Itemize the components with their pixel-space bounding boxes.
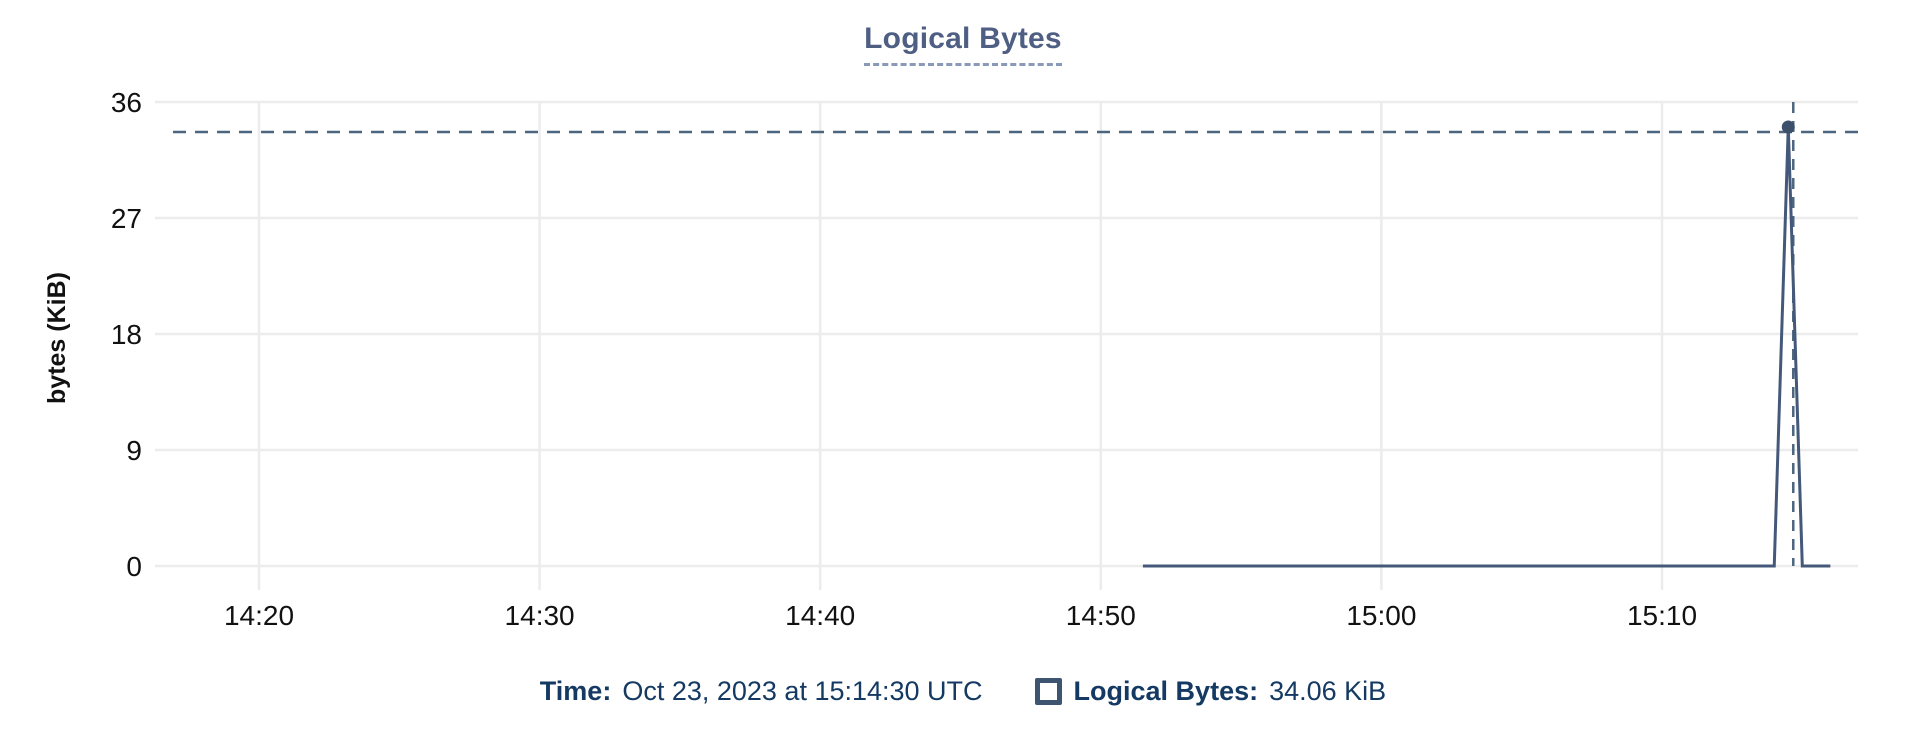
y-tick-label: 27 xyxy=(111,203,142,234)
time-readout: Time: Oct 23, 2023 at 15:14:30 UTC xyxy=(540,676,983,707)
series-line xyxy=(1142,126,1831,568)
series-readout: Logical Bytes: 34.06 KiB xyxy=(1034,676,1387,707)
series-value: 34.06 KiB xyxy=(1269,676,1387,706)
y-tick-label: 0 xyxy=(126,551,142,582)
y-tick-label: 36 xyxy=(111,87,142,118)
x-tick-label: 14:50 xyxy=(1066,600,1136,631)
x-tick-label: 15:10 xyxy=(1627,600,1697,631)
series-label: Logical Bytes: xyxy=(1073,676,1259,706)
y-axis-title: bytes (KiB) xyxy=(43,272,71,404)
hover-point-marker xyxy=(1781,120,1795,134)
chart-header: Logical Bytes xyxy=(0,22,1926,66)
x-tick-label: 15:00 xyxy=(1346,600,1416,631)
chart-title[interactable]: Logical Bytes xyxy=(864,22,1062,66)
legend-swatch-icon xyxy=(1034,678,1062,705)
y-tick-label: 9 xyxy=(126,435,142,466)
x-tick-label: 14:30 xyxy=(505,600,575,631)
time-value: Oct 23, 2023 at 15:14:30 UTC xyxy=(622,676,983,706)
y-tick-label: 18 xyxy=(111,319,142,350)
time-label: Time: xyxy=(539,676,612,706)
hover-readout: Time: Oct 23, 2023 at 15:14:30 UTC Logic… xyxy=(0,676,1926,707)
x-tick-label: 14:20 xyxy=(224,600,294,631)
x-tick-label: 14:40 xyxy=(785,600,855,631)
